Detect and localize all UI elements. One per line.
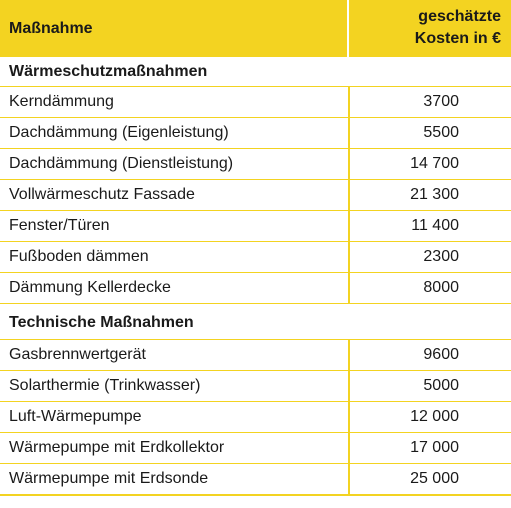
row-name: Wärmepumpe mit Erdsonde: [9, 470, 209, 487]
row-cost: 9600: [423, 346, 459, 363]
section-title: Technische Maßnahmen: [9, 314, 194, 331]
row-cost: 5000: [423, 377, 459, 394]
row-name: Dachdämmung (Eigenleistung): [9, 124, 229, 141]
row-name: Luft-Wärmepumpe: [9, 408, 142, 425]
header-cost-line1: geschätzte: [418, 8, 501, 25]
table-row: Fußboden dämmen 2300: [0, 241, 511, 272]
row-name: Fußboden dämmen: [9, 248, 149, 265]
row-cost: 2300: [423, 248, 459, 265]
row-divider: [348, 273, 350, 303]
row-divider: [348, 242, 350, 272]
row-cost: 12 000: [410, 408, 459, 425]
table-row: Fenster/Türen 11 400: [0, 210, 511, 241]
table-bottom-border: [0, 494, 511, 496]
section-separator: [0, 303, 511, 304]
header-divider: [347, 0, 349, 57]
row-name: Wärmepumpe mit Erdkollektor: [9, 439, 225, 456]
section-title: Wärmeschutzmaßnahmen: [9, 63, 208, 80]
row-divider: [348, 211, 350, 241]
row-name: Dämmung Kellerdecke: [9, 279, 171, 296]
row-divider: [348, 87, 350, 117]
row-cost: 3700: [423, 93, 459, 110]
row-cost: 25 000: [410, 470, 459, 487]
row-divider: [348, 464, 350, 494]
table-row: Dämmung Kellerdecke 8000: [0, 272, 511, 303]
row-name: Fenster/Türen: [9, 217, 110, 234]
row-divider: [348, 433, 350, 463]
table-row: Gasbrennwertgerät 9600: [0, 339, 511, 370]
row-cost: 8000: [423, 279, 459, 296]
row-cost: 14 700: [410, 155, 459, 172]
header-cost: geschätzte Kosten in €: [350, 6, 501, 50]
row-cost: 17 000: [410, 439, 459, 456]
table-row: Dachdämmung (Eigenleistung) 5500: [0, 117, 511, 148]
table-row: Luft-Wärmepumpe 12 000: [0, 401, 511, 432]
row-divider: [348, 371, 350, 401]
row-name: Dachdämmung (Dienstleistung): [9, 155, 234, 172]
row-divider: [348, 180, 350, 210]
row-cost: 5500: [423, 124, 459, 141]
row-divider: [348, 402, 350, 432]
table-row: Solarthermie (Trinkwasser) 5000: [0, 370, 511, 401]
table-row: Wärmepumpe mit Erdsonde 25 000: [0, 463, 511, 494]
row-name: Gasbrennwertgerät: [9, 346, 146, 363]
row-name: Solarthermie (Trinkwasser): [9, 377, 201, 394]
table-row: Vollwärmeschutz Fassade 21 300: [0, 179, 511, 210]
row-divider: [348, 149, 350, 179]
table-row: Kerndämmung 3700: [0, 86, 511, 117]
row-name: Vollwärmeschutz Fassade: [9, 186, 195, 203]
row-divider: [348, 340, 350, 370]
header-measure: Maßnahme: [9, 20, 93, 37]
header-cost-line2: Kosten in €: [414, 30, 501, 47]
table-row: Dachdämmung (Dienstleistung) 14 700: [0, 148, 511, 179]
table-header: Maßnahme geschätzte Kosten in €: [0, 0, 511, 57]
row-divider: [348, 118, 350, 148]
table-row: Wärmepumpe mit Erdkollektor 17 000: [0, 432, 511, 463]
row-cost: 11 400: [411, 217, 459, 234]
row-name: Kerndämmung: [9, 93, 114, 110]
row-cost: 21 300: [410, 186, 459, 203]
